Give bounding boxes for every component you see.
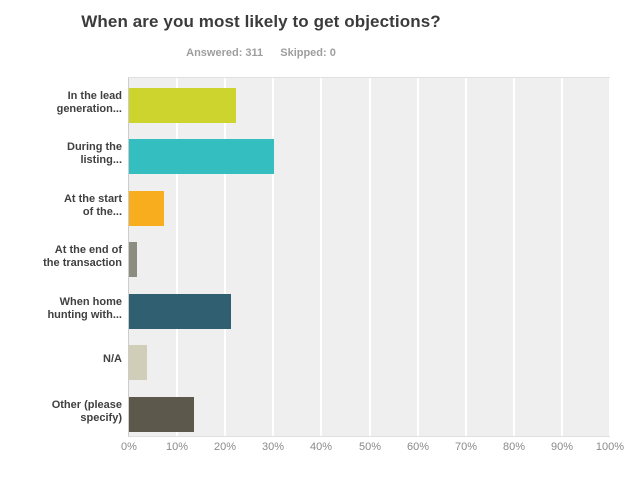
bar[interactable]	[129, 88, 236, 123]
gridline	[272, 78, 274, 436]
gridline	[369, 78, 371, 436]
bar[interactable]	[129, 345, 147, 380]
x-tick-label: 100%	[595, 441, 625, 453]
category-label: During the listing...	[67, 140, 122, 166]
x-tick-label: 10%	[165, 441, 189, 453]
category-label: Other (please specify)	[51, 398, 122, 424]
x-tick-label: 60%	[406, 441, 430, 453]
category-label: At the start of the...	[63, 192, 122, 218]
bar[interactable]	[129, 139, 274, 174]
x-tick-label: 20%	[213, 441, 237, 453]
gridline	[609, 78, 611, 436]
category-label: In the lead generation...	[56, 89, 122, 115]
gridline	[320, 78, 322, 436]
category-label: When home hunting with...	[47, 295, 122, 321]
bar[interactable]	[129, 242, 137, 277]
gridline	[513, 78, 515, 436]
x-tick-label: 30%	[261, 441, 285, 453]
skipped-count: Skipped: 0	[280, 47, 336, 59]
answered-count: Answered: 311	[186, 47, 264, 59]
bar[interactable]	[129, 397, 194, 432]
x-tick-label: 90%	[550, 441, 574, 453]
category-axis: In the lead generation... During the list…	[0, 77, 122, 437]
gridline	[224, 78, 226, 436]
gridline	[176, 78, 178, 436]
chart-title: When are you most likely to get objectio…	[81, 12, 441, 31]
gridline	[417, 78, 419, 436]
category-label: N/A	[103, 353, 122, 365]
x-tick-label: 80%	[502, 441, 526, 453]
chart-subtitle: Answered: 311 Skipped: 0	[0, 47, 522, 59]
x-tick-label: 40%	[309, 441, 333, 453]
gridline	[465, 78, 467, 436]
bar[interactable]	[129, 191, 164, 226]
x-axis: 0% 10% 20% 30% 40% 50% 60% 70% 80% 90% 100%	[0, 441, 628, 461]
x-tick-label: 50%	[358, 441, 382, 453]
x-tick-label: 70%	[454, 441, 478, 453]
plot-area	[128, 77, 611, 437]
category-label: At the end of the transaction	[43, 243, 122, 269]
gridline	[561, 78, 563, 436]
x-tick-label: 0%	[121, 441, 137, 453]
bar[interactable]	[129, 294, 231, 329]
